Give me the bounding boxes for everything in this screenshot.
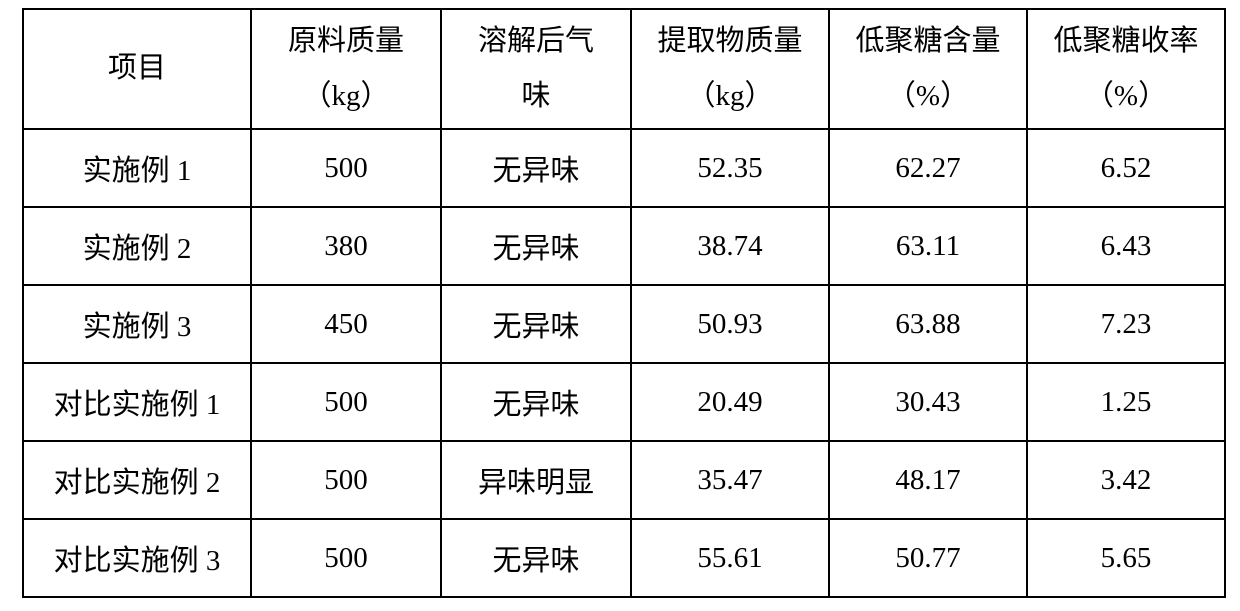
cell-raw-mass: 500 [251,129,441,207]
cell-odor: 无异味 [441,363,631,441]
cell-label: 实施例 2 [23,207,251,285]
cell-odor: 无异味 [441,129,631,207]
data-table: 项目 原料质量 （kg） 溶解后气 味 提取物质量 （kg） 低聚糖含量 （%） [22,8,1226,598]
col-header-text: 原料质量 [256,14,436,69]
cell-label: 实施例 3 [23,285,251,363]
cell-extract-mass: 50.93 [631,285,829,363]
col-header-unit: （%） [834,69,1022,124]
cell-oligo-content: 50.77 [829,519,1027,597]
cell-odor: 无异味 [441,519,631,597]
cell-extract-mass: 55.61 [631,519,829,597]
cell-extract-mass: 38.74 [631,207,829,285]
cell-extract-mass: 52.35 [631,129,829,207]
cell-oligo-yield: 7.23 [1027,285,1225,363]
cell-raw-mass: 500 [251,519,441,597]
table-row: 对比实施例 2 500 异味明显 35.47 48.17 3.42 [23,441,1225,519]
col-header-text: 溶解后气 [446,14,626,69]
cell-oligo-yield: 6.43 [1027,207,1225,285]
col-header-oligo-yield: 低聚糖收率 （%） [1027,9,1225,129]
cell-odor: 异味明显 [441,441,631,519]
cell-oligo-content: 62.27 [829,129,1027,207]
cell-raw-mass: 500 [251,441,441,519]
cell-raw-mass: 380 [251,207,441,285]
col-header-text: 低聚糖收率 [1032,14,1220,69]
table-row: 实施例 2 380 无异味 38.74 63.11 6.43 [23,207,1225,285]
table-row: 对比实施例 3 500 无异味 55.61 50.77 5.65 [23,519,1225,597]
cell-extract-mass: 20.49 [631,363,829,441]
table-row: 实施例 3 450 无异味 50.93 63.88 7.23 [23,285,1225,363]
cell-odor: 无异味 [441,285,631,363]
col-header-item: 项目 [23,9,251,129]
col-header-text: 提取物质量 [636,14,824,69]
col-header-text: 项目 [28,41,246,96]
col-header-text: 低聚糖含量 [834,14,1022,69]
cell-raw-mass: 500 [251,363,441,441]
col-header-unit: （%） [1032,69,1220,124]
cell-oligo-yield: 6.52 [1027,129,1225,207]
cell-raw-mass: 450 [251,285,441,363]
cell-oligo-yield: 3.42 [1027,441,1225,519]
col-header-unit: （kg） [636,69,824,124]
cell-oligo-content: 63.88 [829,285,1027,363]
cell-odor: 无异味 [441,207,631,285]
col-header-oligo-content: 低聚糖含量 （%） [829,9,1027,129]
cell-label: 实施例 1 [23,129,251,207]
col-header-odor: 溶解后气 味 [441,9,631,129]
col-header-unit: （kg） [256,69,436,124]
cell-oligo-yield: 1.25 [1027,363,1225,441]
table-body: 实施例 1 500 无异味 52.35 62.27 6.52 实施例 2 380… [23,129,1225,597]
cell-extract-mass: 35.47 [631,441,829,519]
cell-label: 对比实施例 1 [23,363,251,441]
col-header-text-2: 味 [446,69,626,124]
cell-label: 对比实施例 3 [23,519,251,597]
col-header-raw-mass: 原料质量 （kg） [251,9,441,129]
table-row: 实施例 1 500 无异味 52.35 62.27 6.52 [23,129,1225,207]
col-header-extract-mass: 提取物质量 （kg） [631,9,829,129]
cell-label: 对比实施例 2 [23,441,251,519]
cell-oligo-content: 30.43 [829,363,1027,441]
cell-oligo-content: 63.11 [829,207,1027,285]
cell-oligo-content: 48.17 [829,441,1027,519]
page-container: 项目 原料质量 （kg） 溶解后气 味 提取物质量 （kg） 低聚糖含量 （%） [0,0,1240,611]
table-header-row: 项目 原料质量 （kg） 溶解后气 味 提取物质量 （kg） 低聚糖含量 （%） [23,9,1225,129]
table-row: 对比实施例 1 500 无异味 20.49 30.43 1.25 [23,363,1225,441]
cell-oligo-yield: 5.65 [1027,519,1225,597]
